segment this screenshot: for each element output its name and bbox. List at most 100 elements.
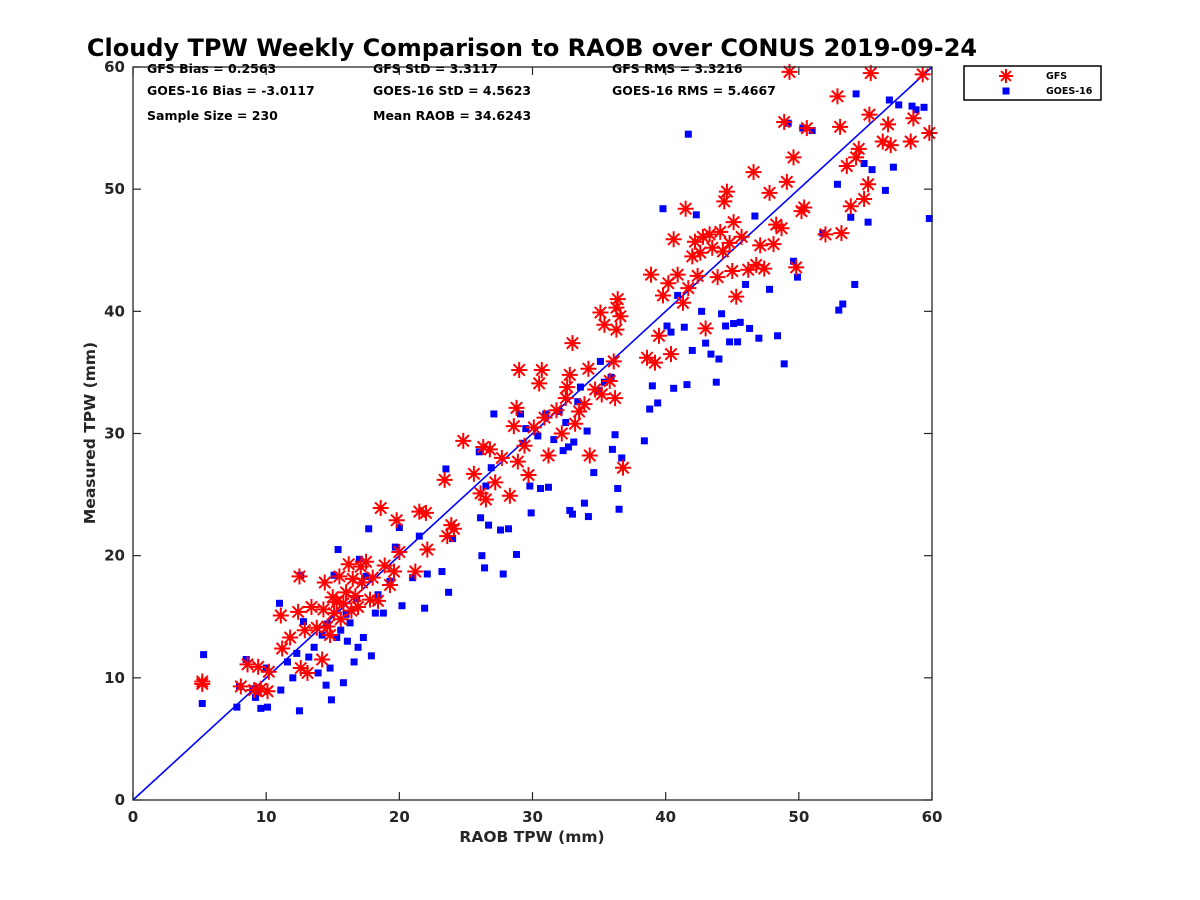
legend-gfs-symbol bbox=[999, 69, 1013, 83]
legend-goes16-symbol bbox=[1002, 87, 1010, 95]
gfs-point bbox=[665, 231, 682, 248]
goes16-point bbox=[295, 707, 303, 715]
gfs-point bbox=[561, 366, 578, 383]
goes16-point bbox=[712, 378, 720, 386]
gfs-point bbox=[376, 557, 393, 574]
gfs-point bbox=[391, 544, 408, 561]
goes16-point bbox=[908, 102, 916, 110]
goes16-point bbox=[608, 445, 616, 453]
gfs-point bbox=[721, 234, 738, 251]
goes16-point bbox=[580, 499, 588, 507]
goes16-point bbox=[667, 328, 675, 336]
gfs-point bbox=[669, 266, 686, 283]
goes16-point bbox=[564, 443, 572, 451]
goes16-point bbox=[864, 218, 872, 226]
gfs-point bbox=[308, 619, 325, 636]
goes16-point bbox=[283, 658, 291, 666]
reference-line-layer bbox=[132, 66, 933, 801]
gfs-point bbox=[388, 512, 405, 529]
goes16-point bbox=[784, 119, 792, 127]
gfs-point bbox=[697, 320, 714, 337]
gfs-point bbox=[714, 243, 731, 260]
goes16-point bbox=[305, 653, 313, 661]
gfs-point bbox=[718, 183, 735, 200]
gfs-point bbox=[608, 321, 625, 338]
gfs-point bbox=[439, 528, 456, 545]
stat-goes-bias: GOES-16 Bias = -3.0117 bbox=[147, 83, 315, 98]
x-tick-label: 20 bbox=[389, 808, 410, 826]
x-tick-label: 40 bbox=[655, 808, 676, 826]
goes16-point bbox=[522, 425, 530, 433]
goes16-point bbox=[527, 509, 535, 517]
goes16-point bbox=[819, 229, 827, 237]
gfs-point bbox=[557, 390, 574, 407]
x-tick-label: 30 bbox=[522, 808, 543, 826]
gfs-point bbox=[596, 316, 613, 333]
gfs-point bbox=[647, 354, 664, 371]
gfs-point bbox=[609, 291, 626, 308]
goes16-point bbox=[640, 437, 648, 445]
goes16-point bbox=[920, 103, 928, 111]
goes16-point bbox=[654, 399, 662, 407]
goes16-point bbox=[570, 438, 578, 446]
gfs-point bbox=[921, 124, 938, 141]
goes16-point bbox=[371, 609, 379, 617]
gfs-point bbox=[576, 396, 593, 413]
legend: GFS GOES-16 bbox=[963, 65, 1102, 101]
gfs-point bbox=[315, 601, 332, 618]
gfs-point bbox=[316, 574, 333, 591]
goes16-point bbox=[852, 90, 860, 98]
goes16-point bbox=[359, 634, 367, 642]
gfs-point bbox=[347, 587, 364, 604]
goes16-point bbox=[868, 166, 876, 174]
goes16-point bbox=[445, 588, 453, 596]
goes16-point bbox=[481, 564, 489, 572]
gfs-point bbox=[232, 678, 249, 695]
goes16-point bbox=[330, 571, 338, 579]
goes16-point bbox=[734, 338, 742, 346]
goes16-point bbox=[326, 664, 334, 672]
goes16-point bbox=[860, 160, 868, 168]
gfs-point bbox=[455, 432, 472, 449]
y-tick-label: 50 bbox=[104, 180, 125, 198]
gfs-point bbox=[581, 447, 598, 464]
gfs-point bbox=[291, 568, 308, 585]
gfs-point bbox=[832, 118, 849, 135]
gfs-point bbox=[445, 520, 462, 537]
gfs-point bbox=[508, 399, 525, 416]
goes16-point bbox=[478, 552, 486, 560]
gfs-point bbox=[605, 353, 622, 370]
goes16-point bbox=[339, 679, 347, 687]
goes16-point bbox=[497, 526, 505, 534]
goes16-point bbox=[618, 454, 626, 462]
goes16-point bbox=[881, 186, 889, 194]
goes16-point bbox=[674, 291, 682, 299]
goes16-point bbox=[885, 96, 893, 104]
goes16-point bbox=[355, 555, 363, 563]
goes16-point bbox=[766, 285, 774, 293]
gfs-point bbox=[612, 308, 629, 325]
y-tick-label: 20 bbox=[104, 547, 125, 565]
gfs-point bbox=[689, 267, 706, 284]
gfs-point bbox=[914, 66, 931, 83]
gfs-point bbox=[296, 622, 313, 639]
legend-goes16-marker bbox=[1002, 87, 1010, 95]
goes16-point bbox=[555, 408, 563, 416]
gfs-point bbox=[540, 447, 557, 464]
gfs-point bbox=[533, 361, 550, 378]
stat-goes-std: GOES-16 StD = 4.5623 bbox=[373, 83, 531, 98]
gfs-point bbox=[314, 651, 331, 668]
goes16-point bbox=[442, 465, 450, 473]
gfs-point bbox=[615, 459, 632, 476]
goes16-point bbox=[334, 546, 342, 554]
gfs-point bbox=[778, 173, 795, 190]
goes16-point bbox=[534, 432, 542, 440]
gfs-point bbox=[639, 349, 656, 366]
goes16-point bbox=[746, 324, 754, 332]
gfs-point bbox=[580, 360, 597, 377]
gfs-point bbox=[509, 453, 526, 470]
gfs-point bbox=[501, 487, 518, 504]
goes16-point bbox=[722, 322, 730, 330]
goes16-point bbox=[477, 514, 485, 522]
gfs-point bbox=[716, 193, 733, 210]
